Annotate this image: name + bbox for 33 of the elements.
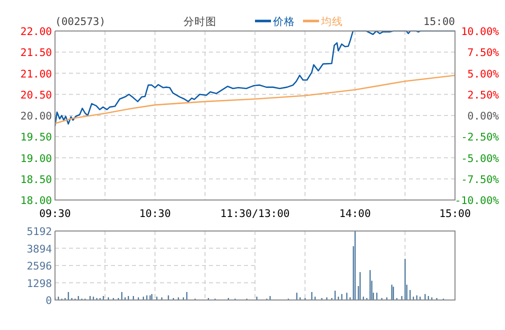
- chart-title: (002573): [55, 16, 106, 28]
- y-tick-label: 22.00: [20, 26, 52, 38]
- y-tick-label: 19.00: [20, 152, 52, 165]
- y-tick-label: 20.50: [20, 89, 52, 102]
- text: 10.00%: [461, 26, 499, 38]
- x-tick-label: 11:30/13:00: [220, 208, 290, 220]
- text: -2.50%: [461, 132, 499, 144]
- x-tick-label: 09:30: [39, 208, 71, 220]
- y-tick-label: 3894: [26, 243, 52, 256]
- text: 2.50%: [467, 89, 499, 102]
- y-tick-label: 1298: [26, 278, 52, 290]
- x-tick-label: 15:00: [439, 208, 471, 220]
- legend-label: 均线: [320, 15, 343, 28]
- y-tick-label: 21.00: [20, 68, 52, 80]
- x-tick-label: 10:30: [139, 208, 171, 220]
- y-tick-label: 5192: [26, 226, 52, 238]
- text: 5.00%: [467, 68, 499, 80]
- y-tick-label: 19.50: [20, 132, 52, 144]
- y-tick-label: 18.50: [20, 174, 52, 186]
- y-tick-label: 2596: [26, 260, 52, 272]
- legend-label: 价格: [272, 16, 295, 28]
- x-tick-label: 14:00: [339, 208, 371, 220]
- text: 15:00: [423, 16, 455, 28]
- text: -7.50%: [461, 174, 499, 186]
- y-tick-label: 21.50: [20, 47, 52, 60]
- text: -10.00%: [454, 195, 499, 207]
- text: -5.00%: [461, 152, 499, 165]
- text: 0.00%: [467, 110, 499, 122]
- y-tick-label: 0: [46, 295, 52, 307]
- y-tick-label: 18.00: [20, 195, 52, 207]
- text: 7.50%: [467, 47, 499, 60]
- chart-subtitle: 分时图: [184, 15, 216, 28]
- y-tick-label: 20.00: [20, 110, 52, 122]
